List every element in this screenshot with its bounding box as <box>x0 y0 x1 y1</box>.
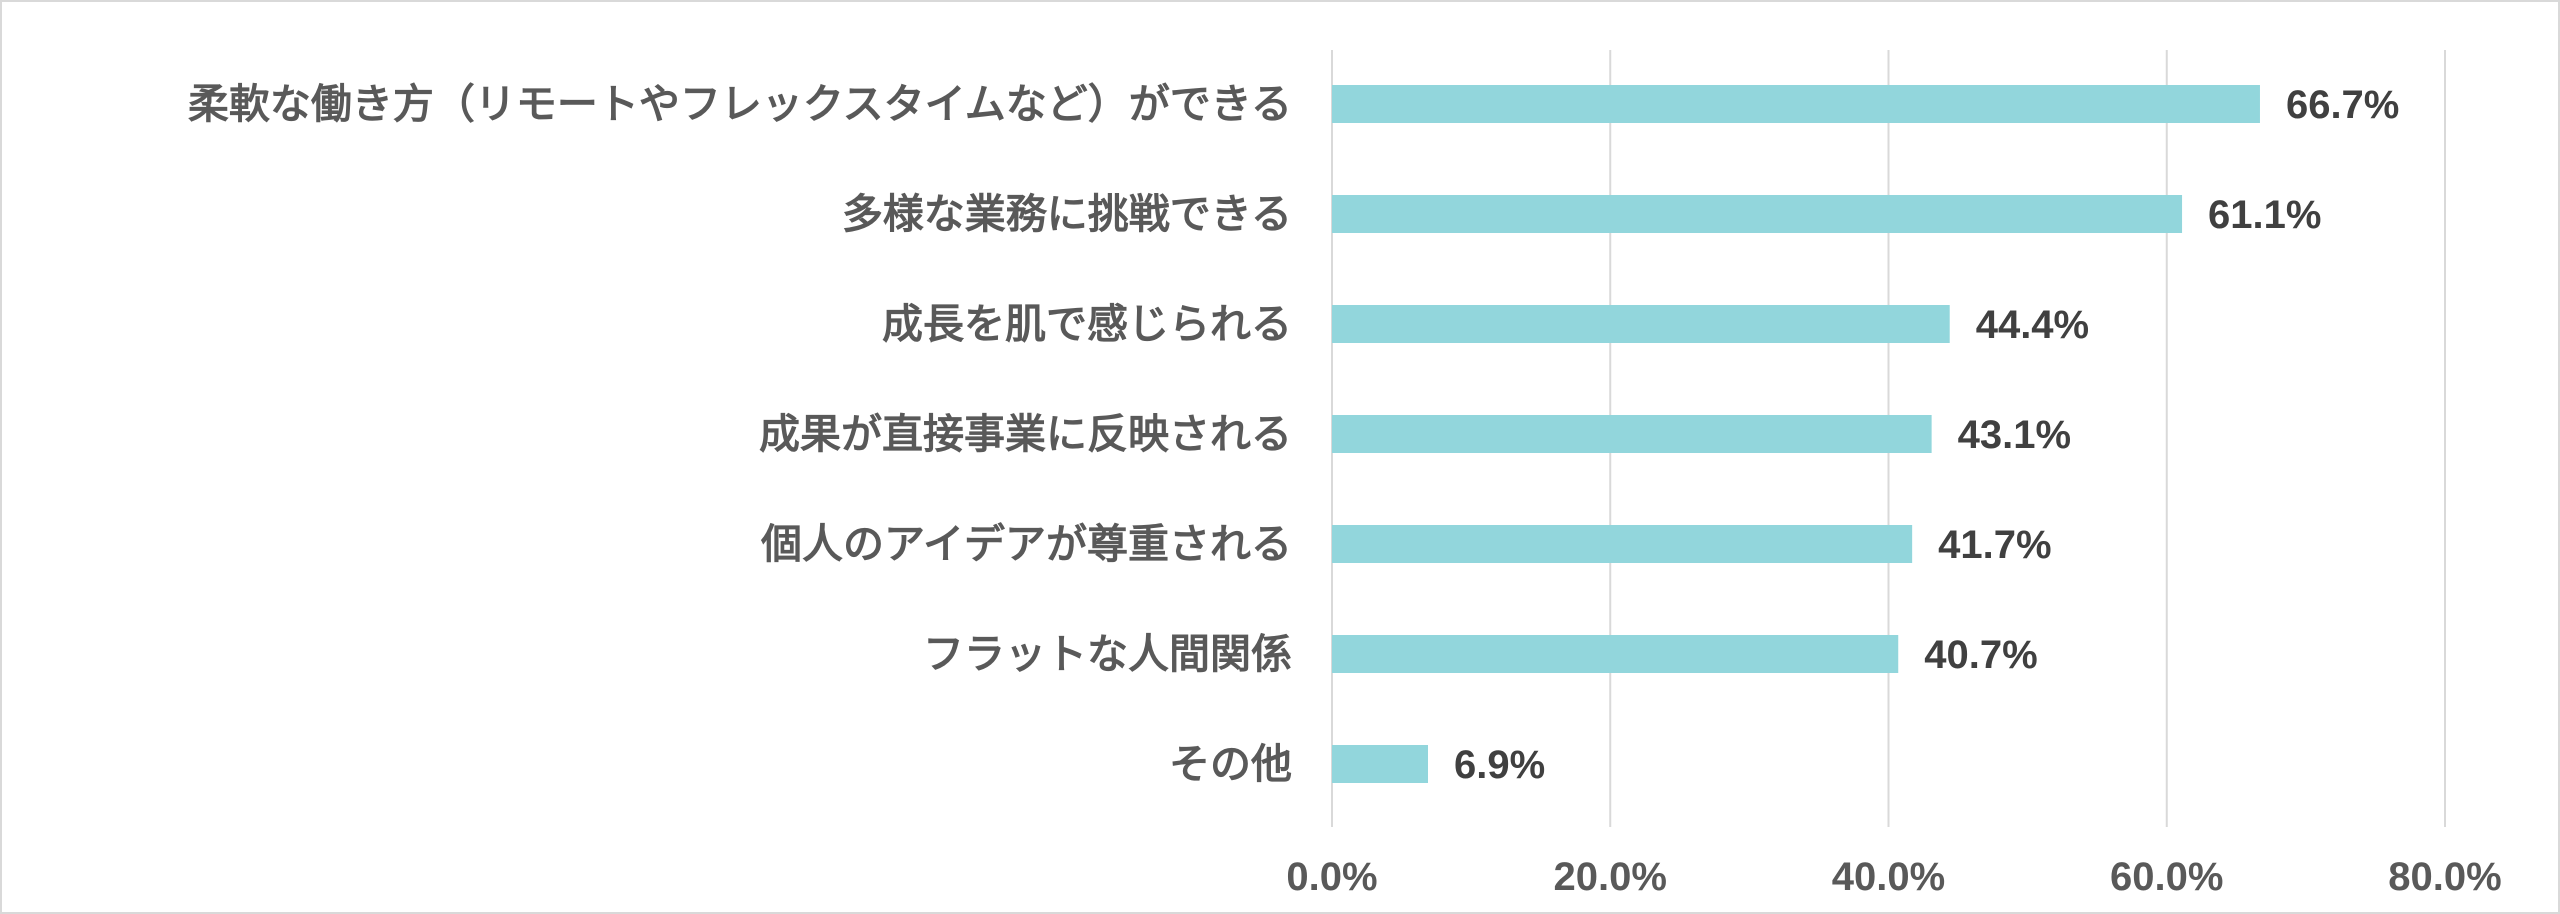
bar <box>1332 85 2260 123</box>
data-label: 61.1% <box>2208 193 2321 237</box>
x-tick-label: 60.0% <box>2110 855 2223 899</box>
data-label: 6.9% <box>1454 743 1545 787</box>
bar <box>1332 415 1932 453</box>
label-layer: 柔軟な働き方（リモートやフレックスタイムなど）ができる 66.7% 多様な業務に挑戦… <box>188 80 2400 788</box>
category-label: フラットな人間関係 <box>923 630 1292 678</box>
bar <box>1332 635 1899 673</box>
data-label: 40.7% <box>1924 633 2037 677</box>
bar <box>1332 745 1428 783</box>
category-label: 成長を肌で感じられる <box>882 300 1292 348</box>
bar-layer <box>1332 85 2260 783</box>
category-label: 成果が直接事業に反映される <box>759 410 1292 458</box>
category-label: 個人のアイデアが尊重される <box>760 520 1292 568</box>
x-tick-label: 40.0% <box>1832 855 1945 899</box>
data-label: 66.7% <box>2286 83 2399 127</box>
x-axis-ticks: 0.0% 20.0% 40.0% 60.0% 80.0% <box>1286 855 2501 899</box>
x-tick-label: 80.0% <box>2388 855 2501 899</box>
bar <box>1332 525 1913 563</box>
category-label: 多様な業務に挑戦できる <box>842 190 1292 238</box>
bar <box>1332 195 2183 233</box>
category-label: 柔軟な働き方（リモートやフレックスタイムなど）ができる <box>188 80 1292 128</box>
category-label: その他 <box>1169 740 1292 788</box>
data-label: 44.4% <box>1976 303 2089 347</box>
x-tick-label: 20.0% <box>1554 855 1667 899</box>
x-tick-label: 0.0% <box>1286 855 1377 899</box>
bar <box>1332 305 1950 343</box>
data-label: 41.7% <box>1938 523 2051 567</box>
data-label: 43.1% <box>1958 413 2071 457</box>
